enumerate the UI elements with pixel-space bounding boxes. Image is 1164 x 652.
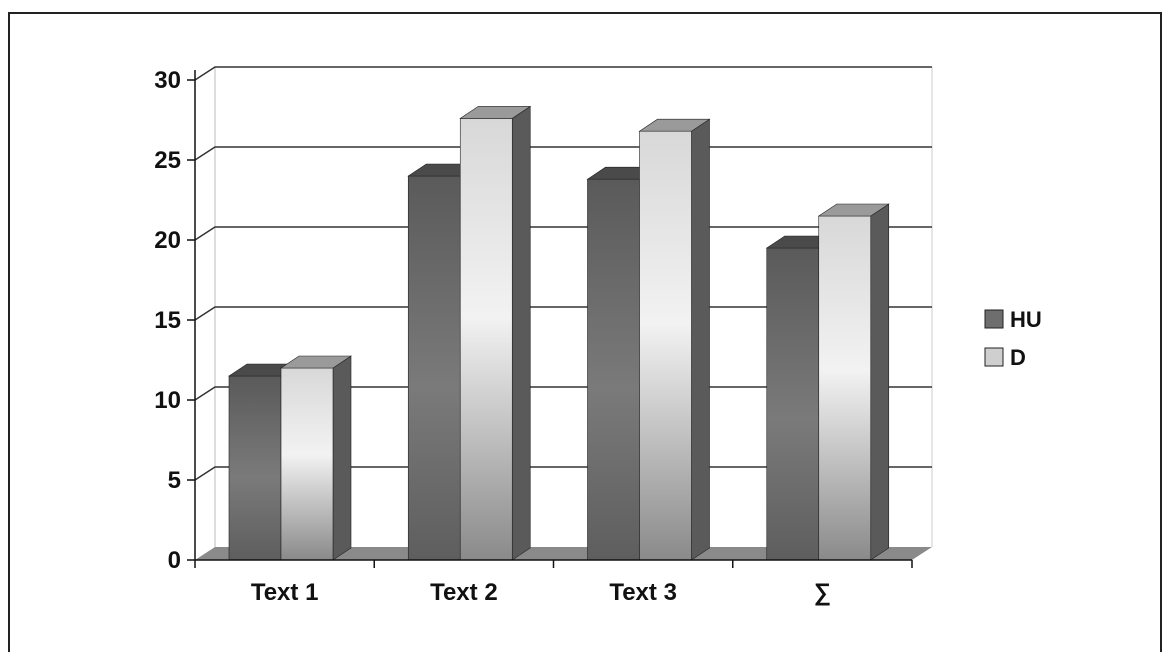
bar-d [280,355,352,561]
legend-label-hu: HU [1010,307,1042,332]
x-tick-label: ∑ [814,579,831,606]
bar-front [407,175,461,561]
bar-top [280,355,352,369]
x-tick-label: Text 1 [251,579,319,606]
bar-side [870,203,890,561]
gridline [194,146,932,161]
y-tick-label: 0 [168,547,181,574]
floor-layer [195,547,932,560]
x-tick-label: Text 2 [430,579,498,606]
axis-layer: 0 5 10 15 20 25 30 Text 1 Text 2 Text 3 ∑ [154,67,913,606]
bar-front [228,375,282,561]
bar-front [766,247,820,561]
y-tick-label: 20 [154,227,181,254]
bar-side [691,118,710,561]
legend-swatch-hu [984,309,1004,329]
bar-front [280,367,334,561]
bar-side [332,355,352,561]
legend: HU D [984,307,1042,370]
y-tick-label: 5 [168,467,181,494]
bar-side [511,105,531,561]
bar-layer [228,105,890,561]
chart-floor [195,547,932,560]
bar-d [638,118,711,561]
bar-front [459,118,513,561]
x-tick-label: Text 3 [609,579,677,606]
bar-front [587,178,640,561]
legend-swatch-d [984,347,1004,367]
y-tick-label: 30 [154,67,181,94]
bar-top [817,203,890,217]
bar-d [817,203,890,561]
bar-d [459,105,532,561]
chart-frame [8,12,1162,652]
gridline [194,66,932,81]
y-tick-label: 25 [154,147,181,174]
legend-label-d: D [1010,345,1026,370]
bar-front [818,215,872,561]
bar-top [459,106,532,119]
bar-front [639,130,692,561]
y-tick-label: 15 [154,307,181,334]
y-tick-label: 10 [154,387,181,414]
bar-top [638,118,711,132]
